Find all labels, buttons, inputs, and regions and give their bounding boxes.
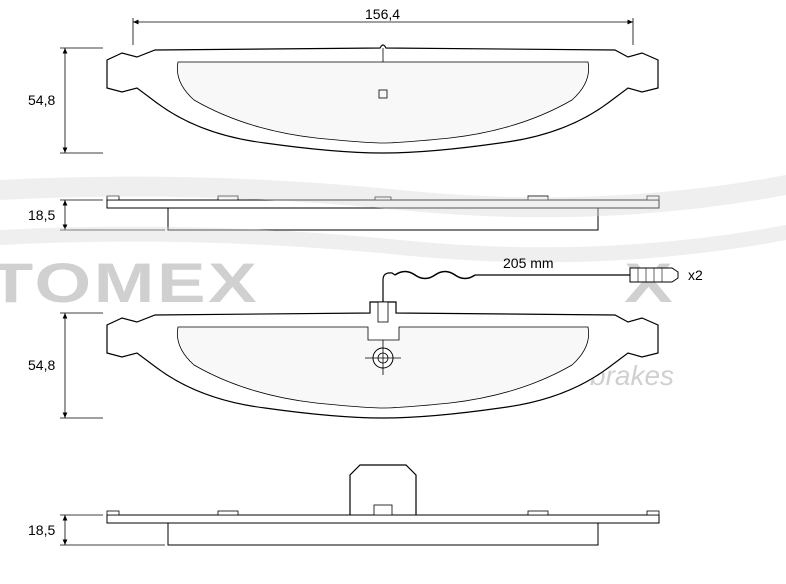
view-pad2-side xyxy=(107,465,659,545)
dim-width-top xyxy=(133,18,633,45)
view-pad2-front xyxy=(107,302,658,418)
dim-height-pad1 xyxy=(60,48,103,153)
view-pad1-front xyxy=(107,45,658,153)
label-sensor-qty: x2 xyxy=(688,267,703,283)
label-height-pad2: 54,8 xyxy=(28,357,55,373)
dim-height-pad2 xyxy=(60,313,103,418)
label-height-pad1: 54,8 xyxy=(28,92,55,108)
technical-drawing xyxy=(0,0,786,584)
label-thickness-1: 18,5 xyxy=(28,207,55,223)
label-width-top: 156,4 xyxy=(365,6,400,22)
label-thickness-2: 18,5 xyxy=(28,522,55,538)
wear-sensor-cable xyxy=(383,268,678,302)
label-sensor-cable: 205 mm xyxy=(503,255,554,271)
